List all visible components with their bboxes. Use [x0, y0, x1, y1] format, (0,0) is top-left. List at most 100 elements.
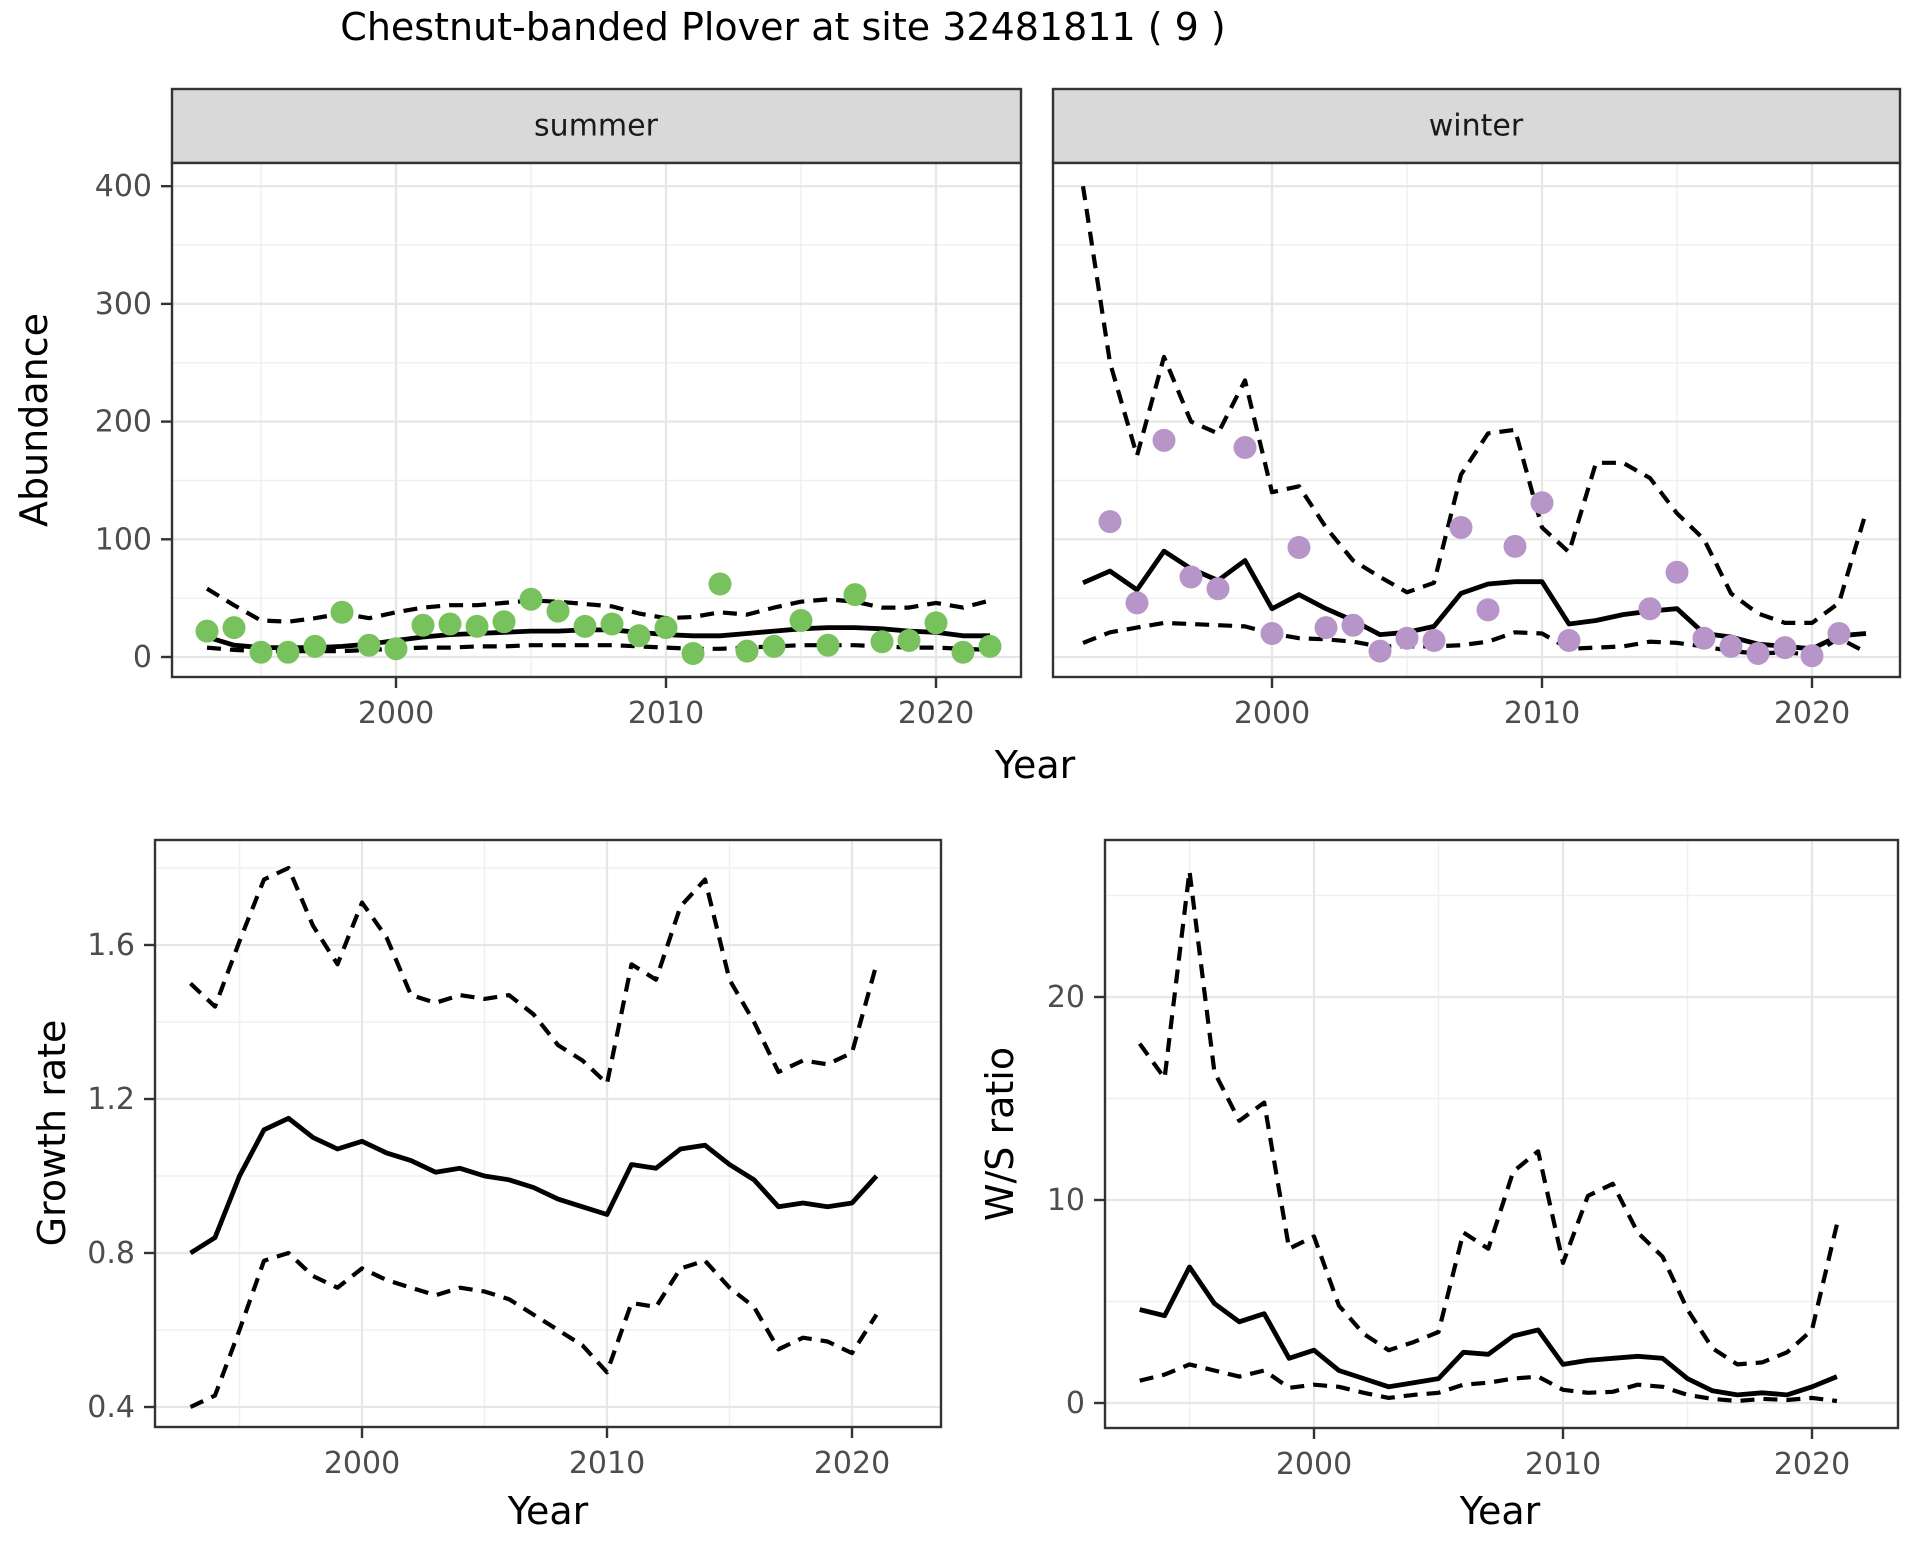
panel-background	[1105, 840, 1898, 1428]
facet-label-winter: winter	[1428, 108, 1524, 144]
data-series	[1080, 185, 1869, 668]
data-point	[1530, 491, 1554, 515]
data-point	[276, 640, 300, 664]
data-point	[600, 612, 624, 636]
x-tick-label: 2010	[569, 1446, 645, 1481]
x-axis-title-year-growth: Year	[507, 1489, 589, 1533]
data-point	[384, 637, 408, 661]
y-tick-label: 10	[1047, 1183, 1085, 1218]
facet-label-summer: summer	[534, 108, 658, 144]
fit-line	[189, 1115, 879, 1256]
data-point	[870, 630, 894, 654]
panel-border	[170, 161, 1023, 679]
panel-ws-ratio: 2000 2010 2020 0 10 20	[1047, 838, 1900, 1482]
data-point	[1692, 626, 1716, 650]
data-point	[465, 614, 489, 638]
data-point	[546, 599, 570, 623]
data-point	[1206, 577, 1230, 601]
data-series	[189, 865, 879, 1409]
y-tick-label: 200	[95, 405, 152, 440]
upper-ci-line	[189, 865, 879, 1086]
data-point	[330, 600, 354, 624]
x-axis-title-year-ws: Year	[1459, 1489, 1541, 1533]
data-point	[978, 634, 1002, 658]
x-tick-label: 2000	[324, 1446, 400, 1481]
data-point	[1503, 534, 1527, 558]
data-point	[222, 616, 246, 640]
data-point	[1422, 629, 1446, 652]
panel-border	[153, 838, 943, 1429]
data-point	[1476, 598, 1500, 622]
data-point	[897, 629, 921, 652]
y-tick-label: 1.6	[87, 928, 135, 963]
data-point	[357, 633, 381, 657]
data-point	[1638, 597, 1662, 621]
data-point	[681, 642, 705, 665]
data-series	[195, 572, 1002, 665]
data-point	[249, 640, 273, 664]
panel-border	[1051, 161, 1902, 679]
data-point	[303, 634, 327, 658]
grid-lines	[1105, 840, 1898, 1428]
data-point	[438, 612, 462, 636]
y-axis-title-ws-ratio: W/S ratio	[978, 1046, 1022, 1222]
fit-line	[1139, 1264, 1838, 1398]
lower-ci-line	[189, 1250, 879, 1409]
data-point	[843, 583, 867, 607]
panel-abundance-winter: 2000 2010 2020	[1051, 87, 1902, 731]
data-point	[1314, 616, 1338, 640]
y-tick-label: 0.8	[87, 1236, 135, 1271]
data-point	[1260, 622, 1284, 645]
data-point	[1179, 565, 1203, 589]
data-point	[1773, 636, 1797, 660]
lower-ci-line	[206, 643, 991, 654]
axis-ticks-and-labels: 2000 2010 2020 0 10 20	[1047, 980, 1850, 1482]
data-point	[1827, 622, 1851, 645]
x-tick-label: 2020	[1774, 1447, 1850, 1482]
x-tick-label: 2020	[1774, 696, 1850, 731]
grid-lines	[172, 163, 1021, 677]
data-point	[1368, 639, 1392, 663]
y-tick-label: 400	[95, 169, 152, 204]
data-point	[924, 611, 948, 635]
y-tick-label: 100	[95, 522, 152, 557]
y-tick-label: 0	[1066, 1386, 1085, 1421]
data-point	[492, 610, 516, 634]
data-point	[1395, 626, 1419, 650]
facet-strip	[170, 87, 1023, 165]
x-axis-title-year-top: Year	[994, 743, 1076, 787]
x-tick-label: 2010	[628, 696, 704, 731]
axis-ticks-and-labels: 2000 2010 2020 0 100 200 300 400	[95, 169, 974, 731]
data-point	[1665, 560, 1689, 584]
data-point	[627, 624, 651, 648]
x-tick-label: 2010	[1525, 1447, 1601, 1482]
panel-abundance-summer: 2000 2010 2020 0 100 200 300 400	[95, 87, 1023, 731]
observation-dots	[1098, 428, 1851, 668]
data-point	[411, 613, 435, 637]
panel-border	[1103, 838, 1900, 1430]
data-point	[573, 614, 597, 638]
facet-strip	[1051, 87, 1902, 165]
fit-line	[206, 625, 990, 650]
x-tick-label: 2010	[1504, 696, 1580, 731]
y-tick-label: 300	[95, 287, 152, 322]
data-point	[1449, 516, 1473, 539]
panel-background	[172, 163, 1021, 677]
upper-ci-line	[1137, 868, 1839, 1367]
data-point	[1287, 536, 1311, 559]
data-point	[1098, 510, 1122, 534]
data-point	[1719, 634, 1743, 658]
data-point	[735, 639, 759, 663]
data-point	[519, 587, 543, 611]
y-axis-title-abundance: Abundance	[12, 312, 56, 528]
data-point	[1746, 642, 1770, 665]
x-tick-label: 2020	[898, 696, 974, 731]
data-point	[1557, 629, 1581, 652]
y-axis-title-growth-rate: Growth rate	[30, 1019, 74, 1247]
x-tick-label: 2000	[1276, 1447, 1352, 1482]
axis-ticks-and-labels: 2000 2010 2020	[1234, 677, 1850, 731]
axis-ticks-and-labels: 2000 2010 2020 0.4 0.8 1.2 1.6	[87, 928, 890, 1481]
figure-title: Chestnut-banded Plover at site 32481811 …	[340, 5, 1226, 49]
